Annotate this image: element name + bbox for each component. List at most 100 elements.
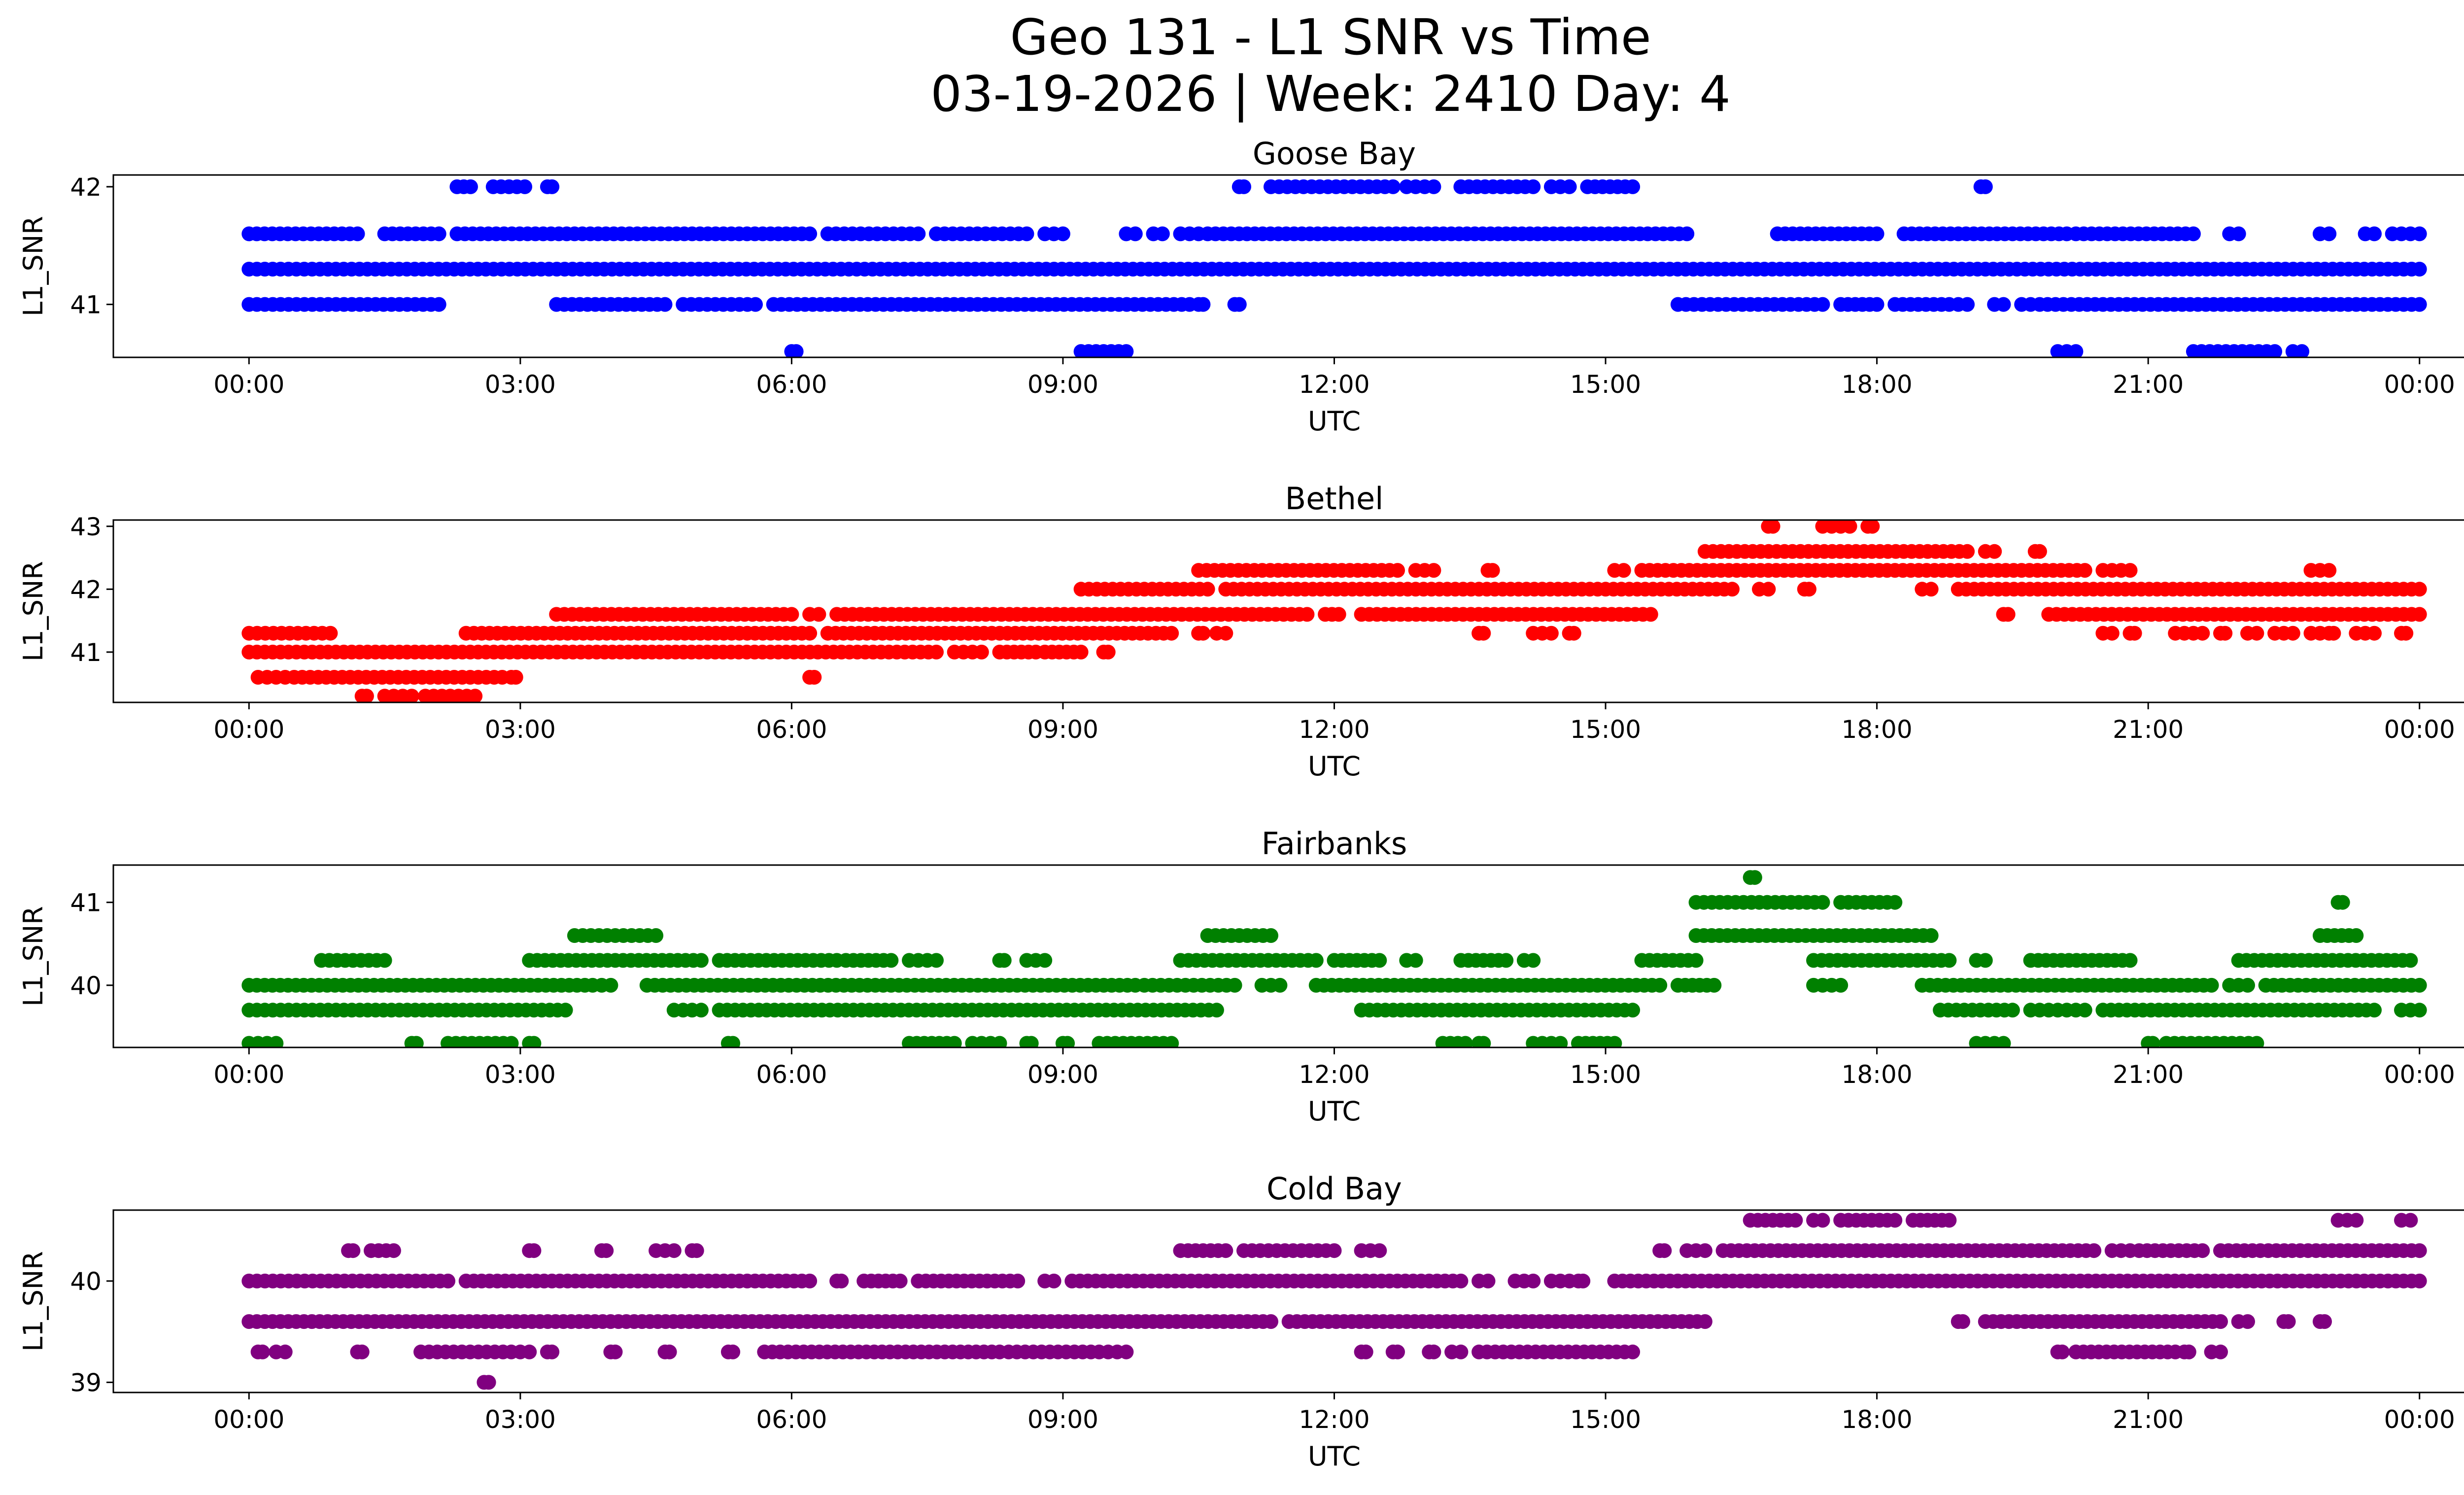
data-point (689, 1243, 704, 1258)
data-point (1978, 179, 1993, 194)
data-point (517, 179, 532, 194)
data-point (545, 1344, 560, 1359)
x-tick-label: 15:00 (1570, 1060, 1641, 1089)
x-tick-label: 12:00 (1299, 370, 1369, 399)
data-point (1119, 1344, 1134, 1359)
y-tick-label: 42 (70, 575, 102, 604)
data-point (1308, 953, 1324, 968)
x-tick-label: 06:00 (756, 715, 827, 744)
data-point (1575, 1273, 1591, 1288)
data-point (834, 1273, 849, 1288)
data-point (2181, 1344, 2196, 1359)
data-point (802, 626, 818, 641)
data-point (693, 1003, 709, 1018)
data-point (2054, 1344, 2070, 1359)
data-point (1553, 1036, 1568, 1047)
data-point (2267, 344, 2283, 357)
data-point (807, 670, 822, 685)
data-point (1625, 1344, 1641, 1359)
data-point (1100, 644, 1116, 660)
data-point (1688, 953, 1704, 968)
data-point (1802, 582, 1816, 597)
data-point (666, 1243, 682, 1258)
data-point (608, 1344, 623, 1359)
x-tick-label: 00:00 (213, 1060, 284, 1089)
data-point (2077, 1003, 2092, 1018)
x-tick-label: 03:00 (485, 370, 556, 399)
data-point (1037, 953, 1053, 968)
data-point (2317, 1314, 2332, 1329)
data-point (2213, 1344, 2228, 1359)
data-point (693, 953, 709, 968)
data-point (1616, 563, 1631, 578)
data-point (526, 1243, 542, 1258)
data-point (2195, 1243, 2210, 1258)
data-point (2412, 262, 2427, 277)
data-point (1196, 297, 1211, 312)
x-tick-label: 09:00 (1027, 1405, 1098, 1434)
data-point (354, 1344, 370, 1359)
data-point (947, 1036, 962, 1047)
data-point (1453, 1273, 1469, 1288)
data-point (2403, 1213, 2418, 1228)
data-point (1625, 1003, 1641, 1018)
x-axis-label: UTC (1308, 751, 1361, 782)
chart-title: Geo 131 - L1 SNR vs Time (1010, 8, 1651, 66)
data-point (1010, 1273, 1026, 1288)
data-point (2294, 344, 2310, 357)
y-axis-label: L1_SNR (18, 906, 49, 1007)
data-point (431, 226, 446, 242)
series-markers (241, 179, 2427, 357)
data-point (1426, 1344, 1441, 1359)
x-axis-label: UTC (1308, 406, 1361, 437)
data-point (2322, 226, 2337, 242)
data-point (1227, 977, 1242, 993)
data-point (911, 226, 926, 242)
y-tick-label: 40 (70, 1267, 102, 1296)
data-point (2000, 607, 2016, 622)
x-tick-label: 12:00 (1299, 715, 1369, 744)
chart-subtitle: 03-19-2026 | Week: 2410 Day: 4 (930, 65, 1730, 123)
x-tick-label: 00:00 (213, 715, 284, 744)
x-tick-label: 00:00 (2384, 715, 2455, 744)
data-point (974, 644, 989, 660)
x-tick-label: 00:00 (213, 370, 284, 399)
data-point (468, 689, 483, 702)
data-point (1607, 1036, 1622, 1047)
data-point (1218, 1243, 1233, 1258)
data-point (1987, 544, 2002, 559)
data-point (1887, 895, 1903, 910)
data-point (811, 607, 826, 622)
data-point (1458, 1036, 1473, 1047)
data-point (2412, 607, 2427, 622)
data-point (1046, 1273, 1061, 1288)
data-point (1453, 1344, 1469, 1359)
x-tick-label: 03:00 (485, 1405, 556, 1434)
data-point (1327, 1243, 1342, 1258)
data-point (2412, 582, 2427, 597)
data-point (1747, 870, 1762, 885)
data-point (725, 1344, 741, 1359)
data-point (2127, 626, 2142, 641)
data-point (802, 1273, 818, 1288)
panel-cold-bay: Cold Bay 00:00 03:00 06:00 09:00 12:00 15:00 18… (18, 1171, 2464, 1472)
data-point (1526, 953, 1541, 968)
data-point (1942, 953, 1957, 968)
data-point (1480, 1273, 1496, 1288)
data-point (2398, 626, 2414, 641)
y-tick-label: 42 (70, 173, 102, 202)
x-tick-label: 00:00 (213, 1405, 284, 1434)
data-point (2285, 626, 2300, 641)
data-point (2068, 344, 2084, 357)
series-markers (241, 520, 2427, 702)
data-point (1679, 226, 1695, 242)
x-tick-label: 18:00 (1842, 1060, 1913, 1089)
panel-title: Cold Bay (1266, 1171, 1402, 1207)
y-tick-label: 39 (70, 1368, 102, 1397)
data-point (1842, 520, 1857, 534)
data-point (255, 1344, 270, 1359)
x-tick-label: 21:00 (2113, 1060, 2184, 1089)
panel-bethel: Bethel 00:00 03:00 06:00 09:00 12:00 15:00 18:0… (18, 481, 2464, 782)
data-point (1200, 582, 1215, 597)
